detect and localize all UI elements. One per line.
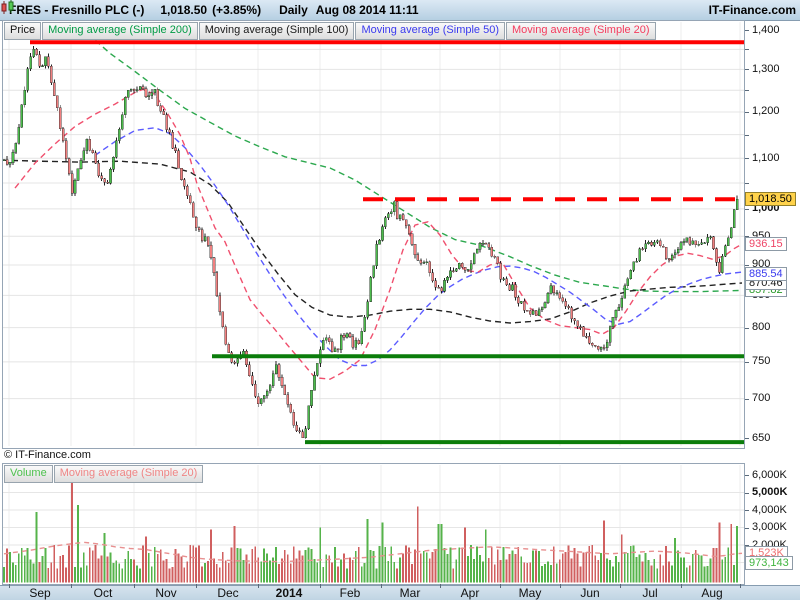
volume-legend-row: Volume Moving average (Simple 20) <box>4 465 204 483</box>
timeframe-label: Daily <box>279 3 308 17</box>
copyright-label: © IT-Finance.com <box>4 449 91 461</box>
month-tick <box>620 584 621 588</box>
price-axis-label: 700 <box>752 392 771 404</box>
last-price: 1,018.50 <box>745 192 796 206</box>
price-axis-tick <box>745 209 749 210</box>
header-last-price: 1,018.50 <box>160 3 208 17</box>
price-axis-label: 1,100 <box>752 152 780 164</box>
month-tick <box>134 584 135 588</box>
month-tick <box>440 584 441 588</box>
volume-ma20-button[interactable]: Moving average (Simple 20) <box>53 465 204 483</box>
price-axis-label: 1,200 <box>752 105 780 117</box>
price-axis-tick <box>745 90 749 91</box>
price-axis-tick <box>745 438 749 439</box>
volume-axis-tick <box>745 493 749 494</box>
brand-label: IT-Finance.com <box>708 3 796 17</box>
month-tick <box>320 584 321 588</box>
volume-chart-canvas[interactable] <box>3 464 744 583</box>
month-tick <box>500 584 501 588</box>
price-axis-tick <box>745 183 749 184</box>
price-axis-label: 750 <box>752 355 771 367</box>
month-tick <box>71 584 72 588</box>
month-label: Apr <box>460 586 480 600</box>
price-axis-tick <box>745 265 749 266</box>
price-axis-tick <box>745 399 749 400</box>
price-chart-canvas[interactable] <box>3 21 744 446</box>
datetime-label: Aug 08 2014 11:11 <box>315 3 419 17</box>
month-label: Jul <box>642 586 658 600</box>
month-label: Nov <box>155 586 177 600</box>
volume-pane-button[interactable]: Volume <box>4 465 53 483</box>
volume-axis-label: 5,000K <box>752 486 788 498</box>
volume-axis-tick <box>745 475 749 476</box>
month-label: Oct <box>93 586 113 600</box>
symbol-title: FRES - Fresnillo PLC (-) <box>9 3 145 17</box>
ma20-value: 936.15 <box>745 237 787 251</box>
month-tick <box>560 584 561 588</box>
month-label: 2014 <box>275 586 303 600</box>
time-axis-strip <box>0 585 800 600</box>
price-pane-button[interactable]: Price <box>4 22 42 40</box>
ma20-button[interactable]: Moving average (Simple 20) <box>506 22 656 40</box>
month-label: Dec <box>217 586 239 600</box>
price-axis-tick <box>745 135 749 136</box>
volume-axis-label: 3,000K <box>752 521 787 533</box>
month-tick <box>9 584 10 588</box>
price-axis-tick <box>745 362 749 363</box>
month-label: Mar <box>399 586 421 600</box>
month-label: Feb <box>339 586 361 600</box>
month-label: Sep <box>29 586 51 600</box>
price-pane <box>2 20 745 449</box>
price-axis-label: 650 <box>752 432 771 444</box>
price-axis-tick <box>745 158 749 159</box>
volume-axis-label: 4,000K <box>752 504 787 516</box>
price-axis-tick <box>745 236 749 237</box>
month-tick <box>196 584 197 588</box>
ma100-button[interactable]: Moving average (Simple 100) <box>198 22 355 40</box>
volume-axis-label: 6,000K <box>752 469 787 481</box>
volume-axis-tick <box>745 510 749 511</box>
price-axis-tick <box>745 69 749 70</box>
price-legend-row: Price Moving average (Simple 200) Moving… <box>4 22 657 40</box>
price-axis-tick <box>745 328 749 329</box>
month-label: Jun <box>580 586 600 600</box>
month-label: Aug <box>701 586 723 600</box>
price-axis-label: 1,300 <box>752 63 780 75</box>
last-volume: 973,143 <box>745 556 793 570</box>
header-change-percent: (+3.85%) <box>212 3 262 17</box>
month-tick <box>740 584 741 588</box>
volume-axis-tick <box>745 528 749 529</box>
month-label: May <box>518 586 542 600</box>
month-tick <box>381 584 382 588</box>
price-axis-tick <box>745 112 749 113</box>
month-tick <box>681 584 682 588</box>
title-bar: FRES - Fresnillo PLC (-) 1,018.50 (+3.85… <box>0 0 800 21</box>
price-axis-label: 1,400 <box>752 24 780 36</box>
price-axis-label: 800 <box>752 321 771 333</box>
price-axis-tick <box>745 49 749 50</box>
ma50-button[interactable]: Moving average (Simple 50) <box>355 22 506 40</box>
price-axis-tick <box>745 30 749 31</box>
month-tick <box>258 584 259 588</box>
ma200-button[interactable]: Moving average (Simple 200) <box>42 22 198 40</box>
volume-axis-tick <box>745 545 749 546</box>
ma50-value: 885.54 <box>745 267 787 281</box>
